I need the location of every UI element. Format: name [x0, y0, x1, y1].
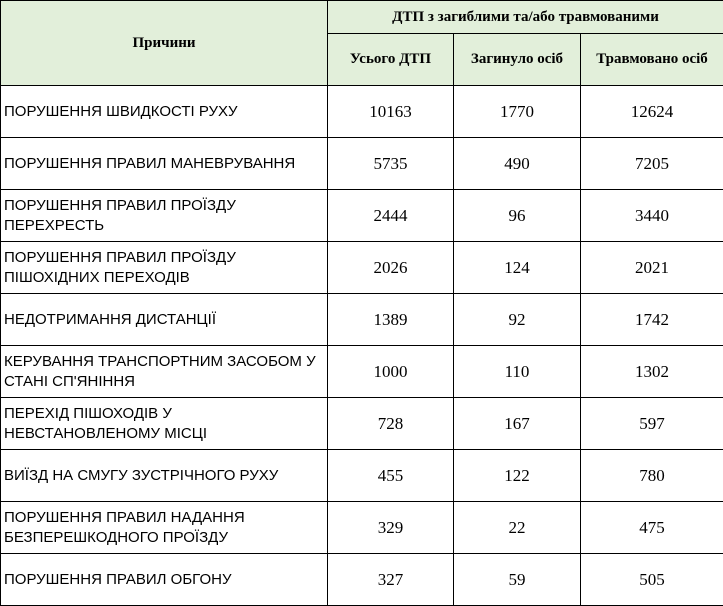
number-cell: 2444	[328, 190, 454, 242]
number-cell: 490	[454, 138, 581, 190]
number-cell: 505	[581, 554, 723, 606]
header-cell: ДТП з загиблими та/або травмованими	[328, 1, 723, 34]
cause-cell: ПОРУШЕННЯ ПРАВИЛ МАНЕВРУВАННЯ	[1, 138, 328, 190]
number-cell: 167	[454, 398, 581, 450]
number-cell: 22	[454, 502, 581, 554]
number-cell: 780	[581, 450, 723, 502]
cause-cell: ПОРУШЕННЯ ПРАВИЛ ПРОЇЗДУ ПЕРЕХРЕСТЬ	[1, 190, 328, 242]
table-row: ПЕРЕХІД ПІШОХОДІВ У НЕВСТАНОВЛЕНОМУ МІСЦ…	[1, 398, 723, 450]
number-cell: 2021	[581, 242, 723, 294]
number-cell: 110	[454, 346, 581, 398]
number-cell: 3440	[581, 190, 723, 242]
number-cell: 124	[454, 242, 581, 294]
number-cell: 59	[454, 554, 581, 606]
cause-cell: ПОРУШЕННЯ ШВИДКОСТІ РУХУ	[1, 86, 328, 138]
header-cell: Причини	[1, 1, 328, 86]
cause-cell: НЕДОТРИМАННЯ ДИСТАНЦІЇ	[1, 294, 328, 346]
cause-cell: ВИЇЗД НА СМУГУ ЗУСТРІЧНОГО РУХУ	[1, 450, 328, 502]
number-cell: 455	[328, 450, 454, 502]
cause-cell: КЕРУВАННЯ ТРАНСПОРТНИМ ЗАСОБОМ У СТАНІ С…	[1, 346, 328, 398]
table-row: ПОРУШЕННЯ ПРАВИЛ ПРОЇЗДУ ПІШОХІДНИХ ПЕРЕ…	[1, 242, 723, 294]
cause-cell: ПЕРЕХІД ПІШОХОДІВ У НЕВСТАНОВЛЕНОМУ МІСЦ…	[1, 398, 328, 450]
number-cell: 329	[328, 502, 454, 554]
number-cell: 597	[581, 398, 723, 450]
number-cell: 10163	[328, 86, 454, 138]
number-cell: 7205	[581, 138, 723, 190]
header-cell: Загинуло осіб	[454, 34, 581, 86]
number-cell: 96	[454, 190, 581, 242]
number-cell: 327	[328, 554, 454, 606]
number-cell: 2026	[328, 242, 454, 294]
number-cell: 1000	[328, 346, 454, 398]
table-row: КЕРУВАННЯ ТРАНСПОРТНИМ ЗАСОБОМ У СТАНІ С…	[1, 346, 723, 398]
header-row: Причини ДТП з загиблими та/або травмован…	[1, 1, 723, 34]
number-cell: 1389	[328, 294, 454, 346]
cause-cell: ПОРУШЕННЯ ПРАВИЛ НАДАННЯ БЕЗПЕРЕШКОДНОГО…	[1, 502, 328, 554]
number-cell: 1770	[454, 86, 581, 138]
number-cell: 1302	[581, 346, 723, 398]
header-cell: Травмовано осіб	[581, 34, 723, 86]
number-cell: 5735	[328, 138, 454, 190]
cause-cell: ПОРУШЕННЯ ПРАВИЛ ОБГОНУ	[1, 554, 328, 606]
number-cell: 122	[454, 450, 581, 502]
number-cell: 12624	[581, 86, 723, 138]
table-row: ПОРУШЕННЯ ПРАВИЛ НАДАННЯ БЕЗПЕРЕШКОДНОГО…	[1, 502, 723, 554]
number-cell: 475	[581, 502, 723, 554]
number-cell: 1742	[581, 294, 723, 346]
number-cell: 728	[328, 398, 454, 450]
header-cell: Усього ДТП	[328, 34, 454, 86]
number-cell: 92	[454, 294, 581, 346]
cause-cell: ПОРУШЕННЯ ПРАВИЛ ПРОЇЗДУ ПІШОХІДНИХ ПЕРЕ…	[1, 242, 328, 294]
